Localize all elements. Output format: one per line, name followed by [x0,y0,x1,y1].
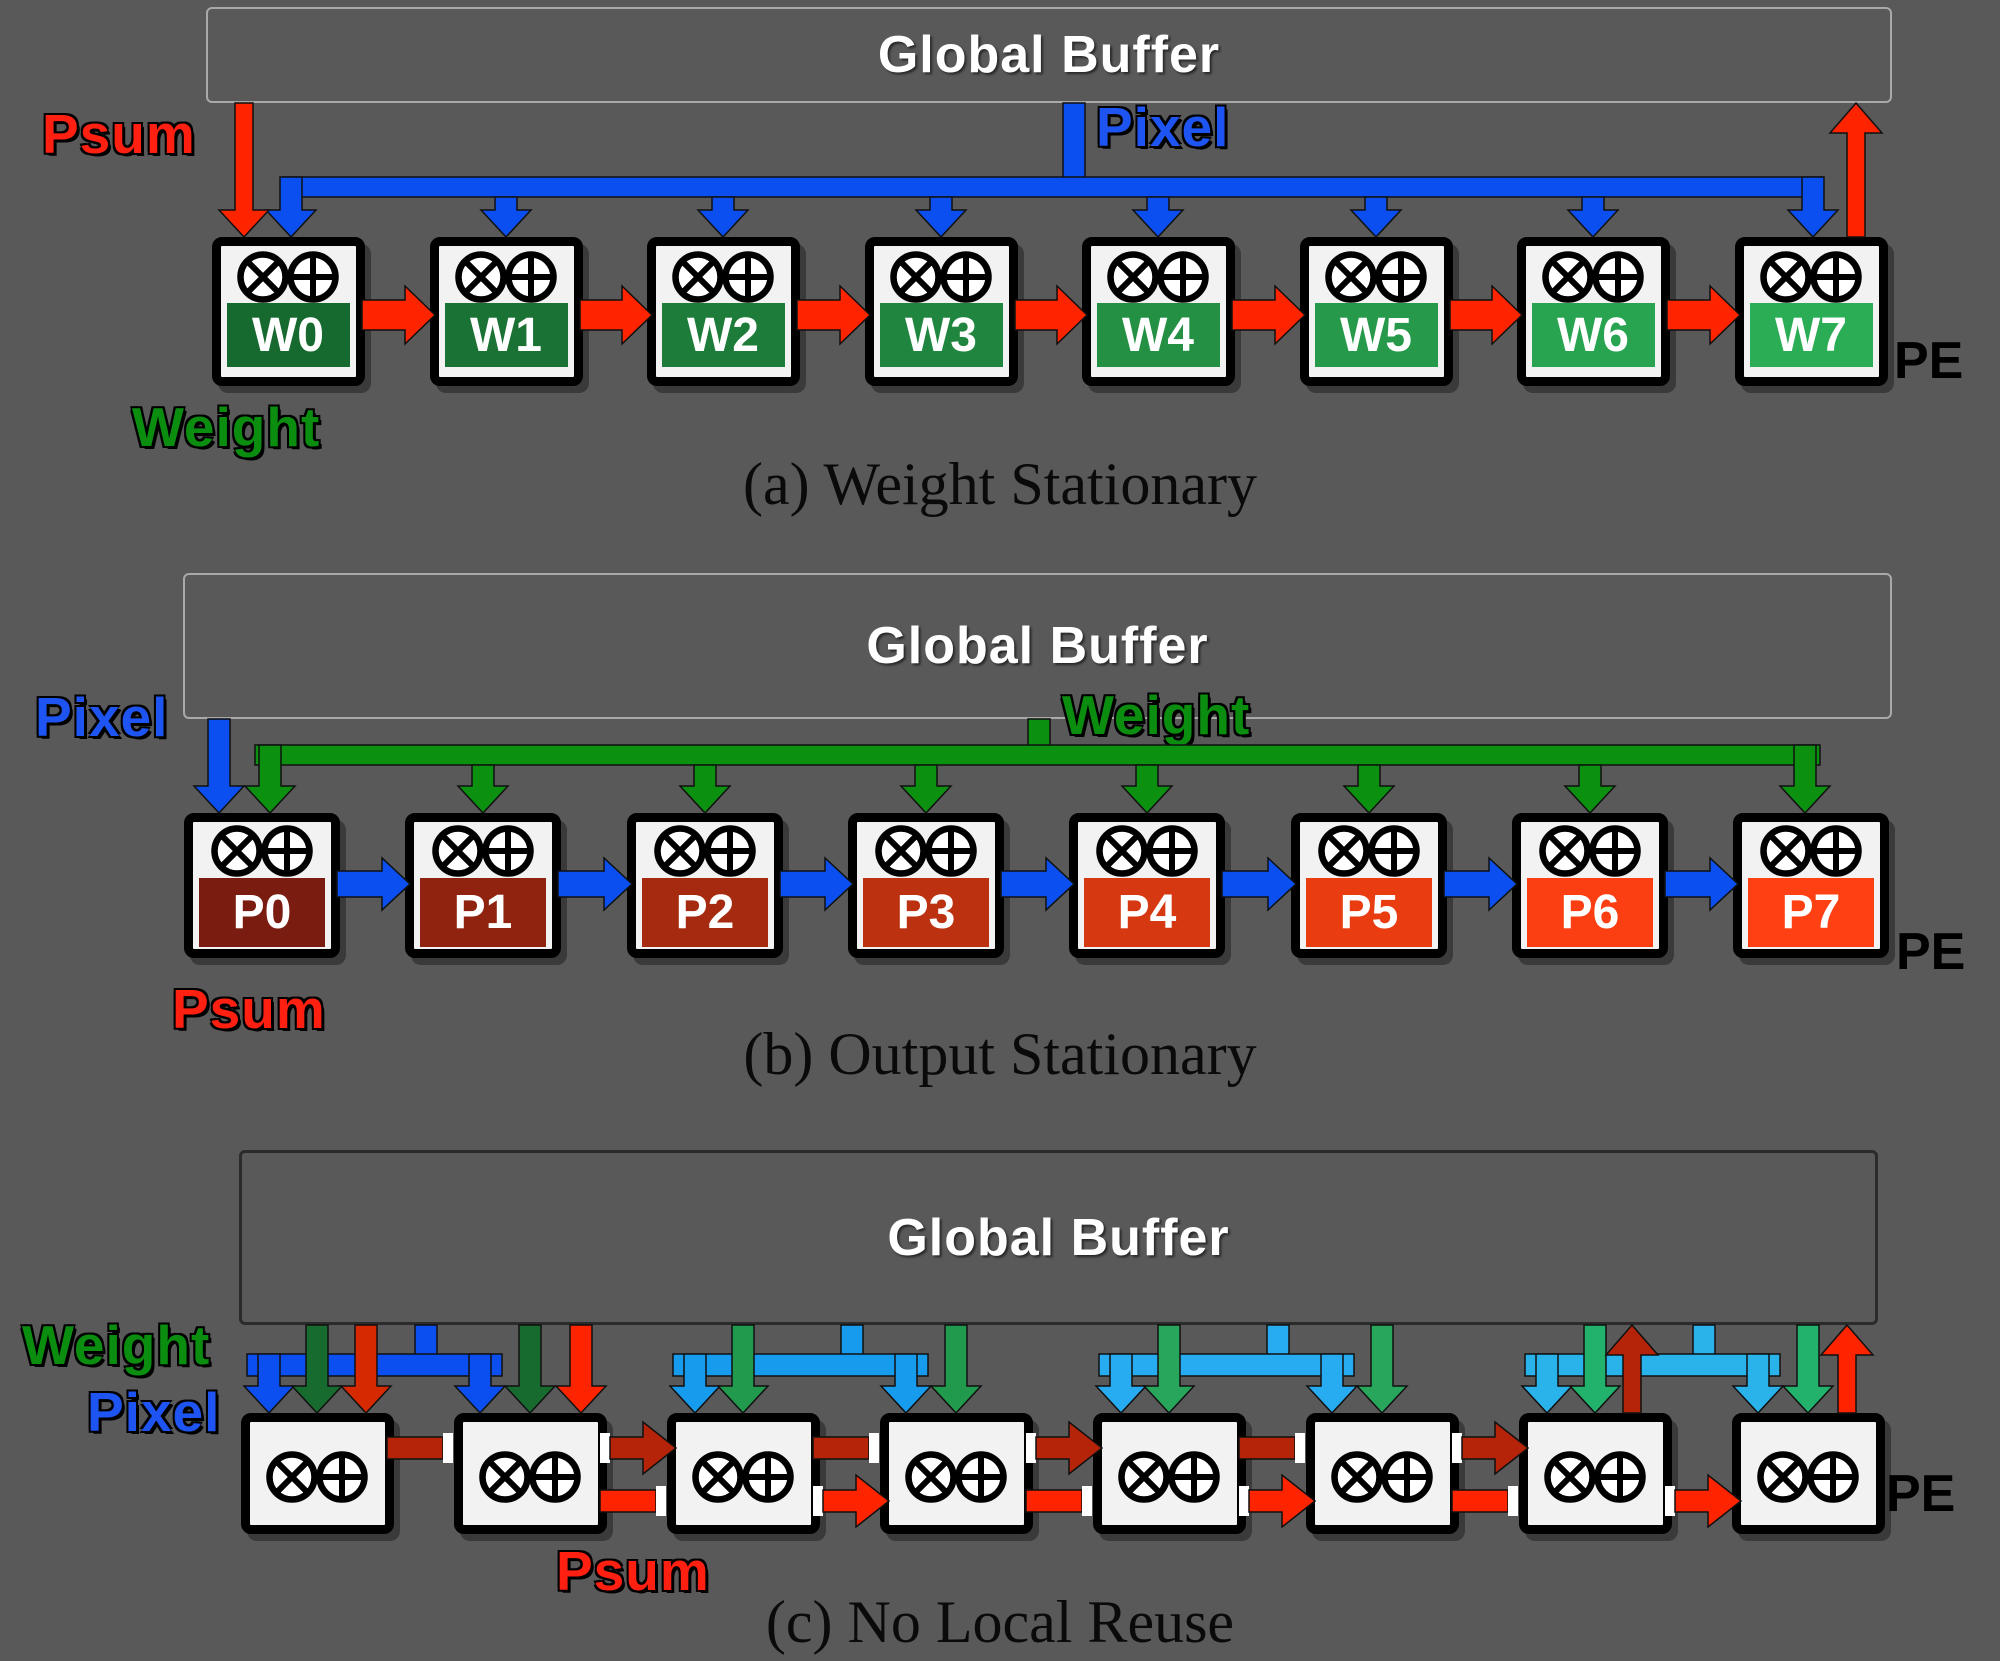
weight-register-label: W1 [444,303,568,367]
global-buffer-a-label: Global Buffer [877,26,1221,84]
pe-box-b-0: P0 [184,813,340,958]
pe-box-b-4: P4 [1069,813,1225,958]
psum-register-label: P7 [1748,878,1874,947]
global-buffer-b: Global Buffer [183,573,1892,719]
pe-box-a-3: W3 [864,237,1018,386]
psum-register-label: P2 [642,878,768,947]
global-buffer-a: Global Buffer [206,7,1892,103]
psum-label-b: Psum [172,978,326,1040]
pe-tag-b: PE [1896,923,1966,981]
pe-box-b-2: P2 [627,813,783,958]
multiply-accumulate-icon [1760,251,1862,303]
multiply-accumulate-icon [1107,251,1209,303]
pixel-label-c: Pixel [87,1381,221,1443]
pixel-label-a: Pixel [1096,96,1230,158]
psum-register-label: P3 [863,878,989,947]
multiply-accumulate-icon [905,1451,1007,1503]
pe-box-a-0: W0 [211,237,365,386]
psum-label-a: Psum [42,103,196,165]
weight-register-label: W7 [1749,303,1873,367]
multiply-accumulate-icon [1757,1451,1859,1503]
weight-label-b: Weight [1062,684,1251,746]
pe-box-c-1 [453,1413,607,1534]
pe-box-b-7: P7 [1733,813,1889,958]
multiply-accumulate-icon [211,825,313,877]
multiply-accumulate-icon [692,1451,794,1503]
pe-box-c-0 [240,1413,394,1534]
pe-box-c-2 [666,1413,820,1534]
psum-register-label: P5 [1306,878,1432,947]
pe-box-b-1: P1 [405,813,561,958]
global-buffer-c: Global Buffer [239,1150,1878,1325]
pe-box-b-6: P6 [1512,813,1668,958]
weight-register-label: W3 [879,303,1003,367]
pe-box-a-6: W6 [1516,237,1670,386]
pe-box-c-3 [879,1413,1033,1534]
multiply-accumulate-icon [1318,825,1420,877]
weight-label-a: Weight [132,396,321,458]
weight-register-label: W4 [1096,303,1220,367]
multiply-accumulate-icon [237,251,339,303]
pe-tag-a: PE [1894,332,1964,390]
psum-register-label: P0 [199,878,325,947]
pe-box-a-7: W7 [1734,237,1888,386]
pe-box-c-7 [1731,1413,1885,1534]
caption-c: (c) No Local Reuse [765,1589,1235,1655]
weight-register-label: W6 [1531,303,1655,367]
pe-box-a-5: W5 [1299,237,1453,386]
multiply-accumulate-icon [672,251,774,303]
multiply-accumulate-icon [266,1451,368,1503]
pixel-label-b: Pixel [35,686,169,748]
weight-register-label: W2 [661,303,785,367]
pe-box-c-5 [1305,1413,1459,1534]
pe-box-a-2: W2 [646,237,800,386]
multiply-accumulate-icon [1325,251,1427,303]
multiply-accumulate-icon [479,1451,581,1503]
multiply-accumulate-icon [875,825,977,877]
multiply-accumulate-icon [1118,1451,1220,1503]
multiply-accumulate-icon [1096,825,1198,877]
multiply-accumulate-icon [1544,1451,1646,1503]
weight-label-c: Weight [22,1314,211,1376]
psum-register-label: P4 [1084,878,1210,947]
caption-b: (b) Output Stationary [743,1021,1257,1087]
weight-register-label: W0 [226,303,350,367]
multiply-accumulate-icon [1331,1451,1433,1503]
psum-label-c: Psum [556,1540,710,1602]
multiply-accumulate-icon [1539,825,1641,877]
pe-box-b-3: P3 [848,813,1004,958]
multiply-accumulate-icon [432,825,534,877]
multiply-accumulate-icon [1760,825,1862,877]
global-buffer-c-label: Global Buffer [887,1208,1230,1267]
pe-box-b-5: P5 [1291,813,1447,958]
pe-box-c-6 [1518,1413,1672,1534]
caption-a: (a) Weight Stationary [743,451,1257,517]
psum-register-label: P6 [1527,878,1653,947]
pe-tag-c: PE [1886,1465,1956,1523]
multiply-accumulate-icon [890,251,992,303]
pe-box-a-1: W1 [429,237,583,386]
global-buffer-b-label: Global Buffer [866,617,1209,675]
psum-register-label: P1 [420,878,546,947]
pe-box-c-4 [1092,1413,1246,1534]
multiply-accumulate-icon [654,825,756,877]
multiply-accumulate-icon [1542,251,1644,303]
multiply-accumulate-icon [455,251,557,303]
pe-box-a-4: W4 [1081,237,1235,386]
weight-register-label: W5 [1314,303,1438,367]
